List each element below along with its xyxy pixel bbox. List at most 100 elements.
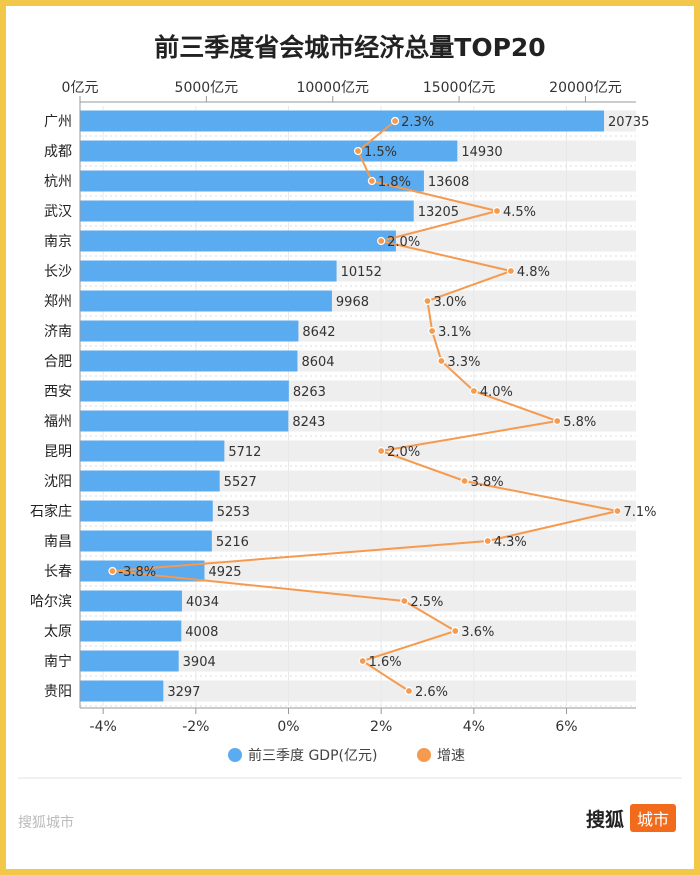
bar-value-label: 4925 [208,565,241,580]
axes: 广州成都杭州武汉南京长沙郑州济南合肥西安福州昆明沈阳石家庄南昌长春哈尔滨太原南宁… [30,80,636,735]
bar [80,680,164,702]
top-axis-tick-label: 0亿元 [62,80,99,96]
bar [80,290,332,312]
category-label: 郑州 [44,294,72,310]
legend-bar-label: 前三季度 GDP(亿元) [248,747,377,764]
growth-value-label: 2.5% [410,595,443,610]
row-background [80,650,636,672]
growth-point [483,536,492,546]
bar-value-label: 8263 [293,385,326,400]
category-label: 济南 [44,324,72,340]
bar-value-label: 20735 [608,115,649,130]
row-background [80,530,636,552]
bottom-axis-tick-label: 6% [555,719,577,735]
bottom-axis-tick-label: 0% [277,719,299,735]
legend-line-label: 增速 [437,748,465,764]
growth-point [377,446,386,456]
bottom-axis-tick-label: 2% [370,719,392,735]
growth-point [367,176,376,186]
bar [80,110,605,132]
growth-point [377,236,386,246]
bar-value-label: 5527 [224,475,257,490]
growth-point [400,596,409,606]
bar-value-label: 3297 [167,685,200,700]
growth-value-label: 5.8% [563,415,596,430]
growth-line [112,120,618,692]
legend-bar-swatch [228,748,242,762]
growth-value-label: 2.3% [401,115,434,130]
growth-point [353,146,363,156]
growth-value-label: 2.0% [387,235,420,250]
bar-value-label: 5712 [228,445,261,460]
bar-value-label: 10152 [341,265,382,280]
footer-brand-name: 搜狐 [585,808,624,831]
category-label: 福州 [44,414,72,430]
category-label: 沈阳 [44,474,72,490]
category-label: 广州 [44,114,72,130]
bar [80,470,220,492]
bar [80,140,458,162]
grid [80,106,636,707]
bar-value-label: 8604 [301,355,334,370]
bottom-axis-tick-label: -2% [182,719,209,735]
bar-value-label: 3904 [183,655,216,670]
bar [80,230,396,252]
category-label: 成都 [44,144,72,160]
bar [80,530,212,552]
growth-value-label: 2.6% [415,685,448,700]
chart-title: 前三季度省会城市经济总量TOP20 [154,33,545,62]
growth-point [108,566,117,576]
row-background [80,590,636,612]
growth-point [469,386,478,396]
bar [80,440,225,462]
growth-point [404,686,414,696]
growth-point [613,506,622,516]
bar-value-label: 4008 [185,625,218,640]
bar [80,200,414,222]
top-axis-tick-label: 20000亿元 [549,80,622,96]
row-background [80,680,636,702]
growth-value-label: 4.3% [494,535,527,550]
top-axis-tick-label: 15000亿元 [423,80,496,96]
bar-value-label: 13608 [428,175,469,190]
growth-value-label: 3.1% [438,325,471,340]
bar [80,500,213,522]
legend: 前三季度 GDP(亿元) 增速 [18,747,682,779]
growth-point [460,476,469,486]
bar [80,650,179,672]
category-label: 昆明 [44,444,72,460]
footer-brand-tag: 城市 [629,804,676,832]
legend-line-swatch [417,748,431,762]
growth-value-label: 4.0% [480,385,513,400]
bottom-axis-tick-label: -4% [90,719,117,735]
footer-brand-right: 搜狐 城市 [586,804,676,832]
growth-point [437,356,446,366]
growth-point [423,296,432,306]
growth-value-label: -3.8% [118,565,156,580]
bar-value-label: 5216 [216,535,249,550]
category-label: 太原 [44,624,72,640]
bar-value-label: 5253 [217,505,250,520]
growth-value-label: 4.8% [517,265,550,280]
category-label: 南京 [44,234,72,250]
growth-value-label: 3.3% [447,355,480,370]
growth-point [506,266,515,276]
growth-point [358,656,367,666]
bar [80,350,298,372]
category-label: 西安 [44,384,72,400]
footer-brand-left: 搜狐城市 [18,815,74,831]
bar [80,410,289,432]
growth-value-label: 1.5% [364,145,397,160]
growth-value-label: 7.1% [623,505,656,520]
bar-value-label: 4034 [186,595,219,610]
category-label: 哈尔滨 [30,594,72,610]
bar-value-label: 9968 [336,295,369,310]
category-label: 合肥 [44,354,72,370]
growth-value-label: 3.8% [471,475,504,490]
bar [80,620,182,642]
bar-value-label: 8642 [302,325,335,340]
row-background [80,500,636,522]
line-series [108,116,622,696]
